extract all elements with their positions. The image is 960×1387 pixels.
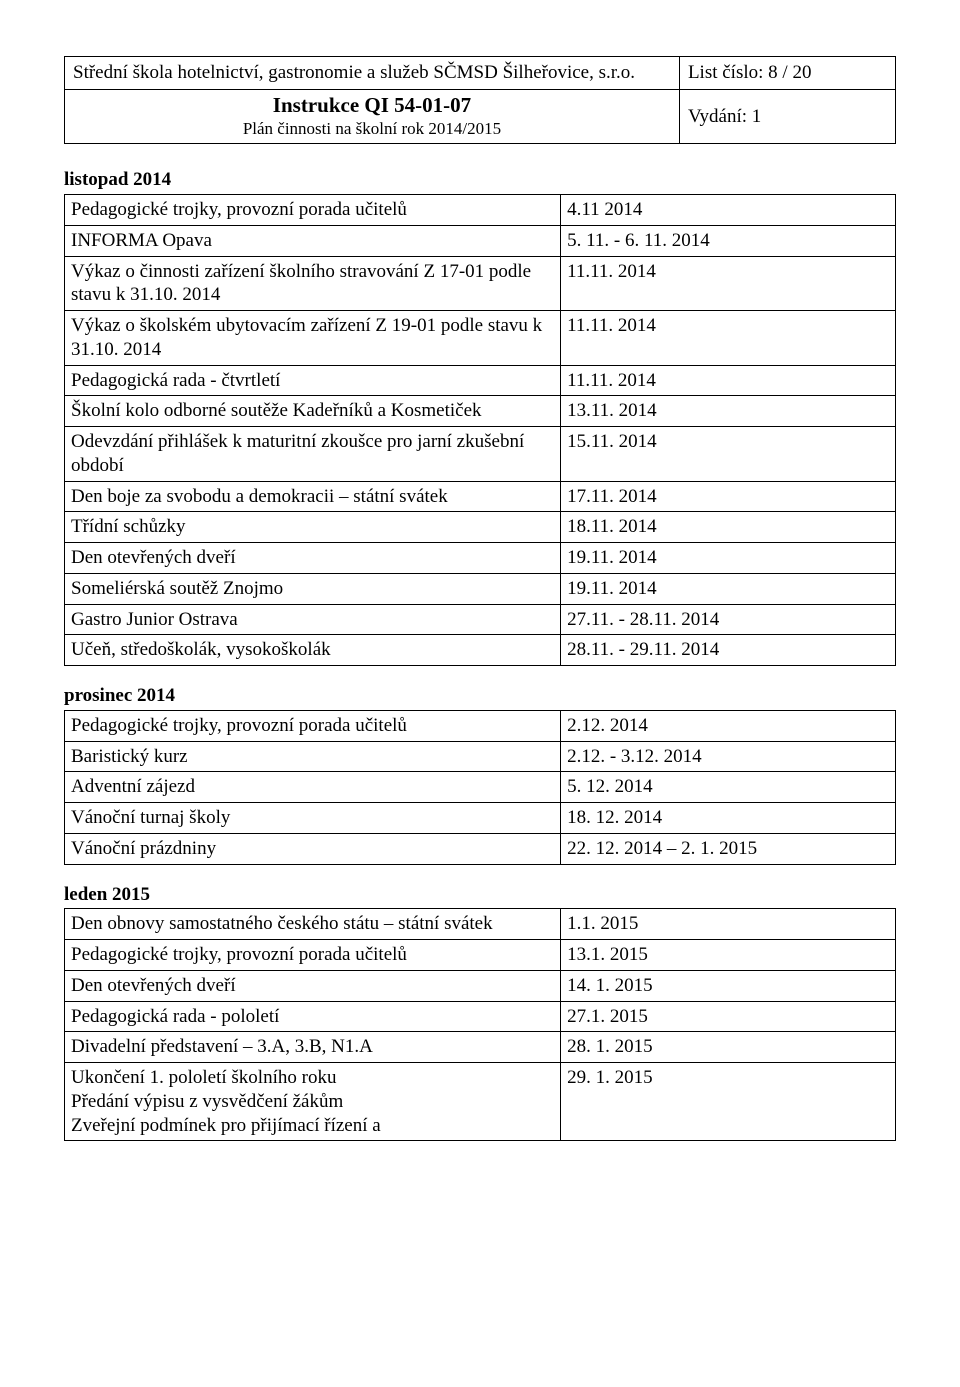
event-label: Den otevřených dveří bbox=[65, 970, 561, 1001]
event-date: 27.11. - 28.11. 2014 bbox=[561, 604, 896, 635]
table-row: Vánoční prázdniny22. 12. 2014 – 2. 1. 20… bbox=[65, 833, 896, 864]
event-date: 29. 1. 2015 bbox=[561, 1063, 896, 1141]
event-date: 28.11. - 29.11. 2014 bbox=[561, 635, 896, 666]
table-row: Divadelní představení – 3.A, 3.B, N1.A28… bbox=[65, 1032, 896, 1063]
sections-container: listopad 2014 Pedagogické trojky, provozn… bbox=[64, 168, 896, 1141]
table-row: Pedagogické trojky, provozní porada učit… bbox=[65, 195, 896, 226]
event-label: Someliérská soutěž Znojmo bbox=[65, 573, 561, 604]
table-row: Vánoční turnaj školy18. 12. 2014 bbox=[65, 803, 896, 834]
table-row: Pedagogická rada - čtvrtletí11.11. 2014 bbox=[65, 365, 896, 396]
event-date: 2.12. 2014 bbox=[561, 710, 896, 741]
event-label: Odevzdání přihlášek k maturitní zkoušce … bbox=[65, 427, 561, 482]
table-row: Gastro Junior Ostrava27.11. - 28.11. 201… bbox=[65, 604, 896, 635]
section-heading: listopad 2014 bbox=[64, 168, 896, 192]
table-row: Den obnovy samostatného českého státu – … bbox=[65, 909, 896, 940]
table-row: Someliérská soutěž Znojmo19.11. 2014 bbox=[65, 573, 896, 604]
table-row: Adventní zájezd5. 12. 2014 bbox=[65, 772, 896, 803]
event-date: 5. 11. - 6. 11. 2014 bbox=[561, 225, 896, 256]
event-label: Výkaz o činnosti zařízení školního strav… bbox=[65, 256, 561, 311]
event-label: Den otevřených dveří bbox=[65, 543, 561, 574]
event-date: 28. 1. 2015 bbox=[561, 1032, 896, 1063]
event-label: Vánoční turnaj školy bbox=[65, 803, 561, 834]
event-date: 19.11. 2014 bbox=[561, 573, 896, 604]
schedule-table: Pedagogické trojky, provozní porada učit… bbox=[64, 710, 896, 865]
table-row: Den boje za svobodu a demokracii – státn… bbox=[65, 481, 896, 512]
event-label: Pedagogické trojky, provozní porada učit… bbox=[65, 940, 561, 971]
section-heading: prosinec 2014 bbox=[64, 684, 896, 708]
event-label: Třídní schůzky bbox=[65, 512, 561, 543]
table-row: Odevzdání přihlášek k maturitní zkoušce … bbox=[65, 427, 896, 482]
event-date: 11.11. 2014 bbox=[561, 256, 896, 311]
section-heading: leden 2015 bbox=[64, 883, 896, 907]
table-row: Pedagogické trojky, provozní porada učit… bbox=[65, 940, 896, 971]
event-date: 14. 1. 2015 bbox=[561, 970, 896, 1001]
event-date: 5. 12. 2014 bbox=[561, 772, 896, 803]
event-label: Gastro Junior Ostrava bbox=[65, 604, 561, 635]
table-row: Pedagogická rada - pololetí27.1. 2015 bbox=[65, 1001, 896, 1032]
event-label: Pedagogické trojky, provozní porada učit… bbox=[65, 195, 561, 226]
event-label: INFORMA Opava bbox=[65, 225, 561, 256]
table-row: INFORMA Opava5. 11. - 6. 11. 2014 bbox=[65, 225, 896, 256]
table-row: Pedagogické trojky, provozní porada učit… bbox=[65, 710, 896, 741]
event-date: 18. 12. 2014 bbox=[561, 803, 896, 834]
event-date: 11.11. 2014 bbox=[561, 311, 896, 366]
table-row: Učeň, středoškolák, vysokoškolák28.11. -… bbox=[65, 635, 896, 666]
event-date: 15.11. 2014 bbox=[561, 427, 896, 482]
instruction-title-cell: Instrukce QI 54-01-07 Plán činnosti na š… bbox=[65, 89, 680, 144]
event-label: Adventní zájezd bbox=[65, 772, 561, 803]
schedule-table: Pedagogické trojky, provozní porada učit… bbox=[64, 194, 896, 666]
event-label: Den obnovy samostatného českého státu – … bbox=[65, 909, 561, 940]
document-header: Střední škola hotelnictví, gastronomie a… bbox=[64, 56, 896, 144]
event-label: Pedagogická rada - čtvrtletí bbox=[65, 365, 561, 396]
event-date: 27.1. 2015 bbox=[561, 1001, 896, 1032]
event-date: 4.11 2014 bbox=[561, 195, 896, 226]
instruction-code: Instrukce QI 54-01-07 bbox=[73, 92, 671, 118]
table-row: Výkaz o školském ubytovacím zařízení Z 1… bbox=[65, 311, 896, 366]
event-label: Výkaz o školském ubytovacím zařízení Z 1… bbox=[65, 311, 561, 366]
event-label: Pedagogické trojky, provozní porada učit… bbox=[65, 710, 561, 741]
table-row: Den otevřených dveří19.11. 2014 bbox=[65, 543, 896, 574]
table-row: Baristický kurz 2.12. - 3.12. 2014 bbox=[65, 741, 896, 772]
event-label: Ukončení 1. pololetí školního roku Předá… bbox=[65, 1063, 561, 1141]
event-label: Den boje za svobodu a demokracii – státn… bbox=[65, 481, 561, 512]
event-label: Baristický kurz bbox=[65, 741, 561, 772]
event-date: 13.1. 2015 bbox=[561, 940, 896, 971]
table-row: Ukončení 1. pololetí školního roku Předá… bbox=[65, 1063, 896, 1141]
table-row: Výkaz o činnosti zařízení školního strav… bbox=[65, 256, 896, 311]
event-label: Školní kolo odborné soutěže Kadeřníků a … bbox=[65, 396, 561, 427]
event-date: 22. 12. 2014 – 2. 1. 2015 bbox=[561, 833, 896, 864]
event-date: 17.11. 2014 bbox=[561, 481, 896, 512]
event-date: 11.11. 2014 bbox=[561, 365, 896, 396]
event-label: Divadelní představení – 3.A, 3.B, N1.A bbox=[65, 1032, 561, 1063]
school-name-cell: Střední škola hotelnictví, gastronomie a… bbox=[65, 57, 680, 90]
list-number-cell: List číslo: 8 / 20 bbox=[679, 57, 895, 90]
event-date: 2.12. - 3.12. 2014 bbox=[561, 741, 896, 772]
table-row: Školní kolo odborné soutěže Kadeřníků a … bbox=[65, 396, 896, 427]
event-date: 18.11. 2014 bbox=[561, 512, 896, 543]
event-date: 1.1. 2015 bbox=[561, 909, 896, 940]
event-label: Učeň, středoškolák, vysokoškolák bbox=[65, 635, 561, 666]
event-date: 13.11. 2014 bbox=[561, 396, 896, 427]
event-label: Vánoční prázdniny bbox=[65, 833, 561, 864]
schedule-table: Den obnovy samostatného českého státu – … bbox=[64, 908, 896, 1141]
page: Střední škola hotelnictví, gastronomie a… bbox=[0, 0, 960, 1199]
table-row: Třídní schůzky18.11. 2014 bbox=[65, 512, 896, 543]
edition-cell: Vydání: 1 bbox=[679, 89, 895, 144]
table-row: Den otevřených dveří14. 1. 2015 bbox=[65, 970, 896, 1001]
event-label: Pedagogická rada - pololetí bbox=[65, 1001, 561, 1032]
event-date: 19.11. 2014 bbox=[561, 543, 896, 574]
plan-title: Plán činnosti na školní rok 2014/2015 bbox=[73, 118, 671, 139]
